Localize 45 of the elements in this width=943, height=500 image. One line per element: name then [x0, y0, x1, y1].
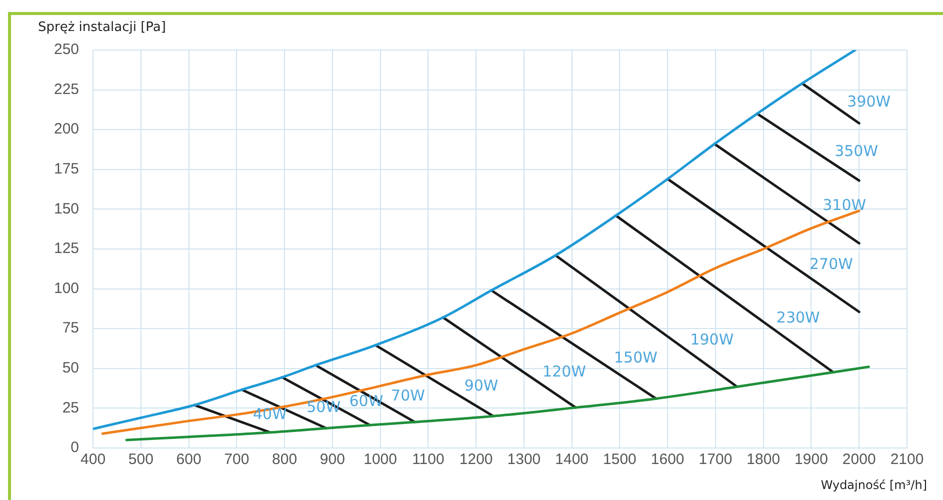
x-tick-label: 1000 — [364, 451, 397, 468]
x-tick-label: 1900 — [794, 451, 828, 468]
series-label: 70W — [391, 386, 426, 405]
x-tick-label: 400 — [80, 451, 106, 468]
x-tick-label: 2100 — [890, 451, 924, 468]
series-label: 40W — [253, 405, 288, 424]
series-label: 350W — [834, 142, 878, 160]
line-series — [125, 366, 870, 442]
y-tick-label: 100 — [54, 280, 80, 297]
y-tick-label: 0 — [70, 439, 80, 456]
series-label: 50W — [306, 398, 341, 416]
series-label: 90W — [464, 376, 498, 395]
series-label: 150W — [614, 348, 658, 367]
y-tick-label: 150 — [54, 200, 80, 218]
x-tick-label: 800 — [272, 451, 298, 468]
y-tick-label: 175 — [54, 160, 80, 178]
x-tick-label: 1600 — [650, 451, 684, 468]
y-tick-label: 225 — [54, 80, 80, 98]
x-tick-label: 1500 — [603, 451, 636, 468]
x-tick-label: 900 — [320, 451, 345, 468]
y-tick-label: 250 — [54, 41, 80, 58]
y-tick-label: 25 — [62, 399, 80, 416]
series-label: 270W — [809, 255, 854, 274]
series-label: 230W — [776, 308, 820, 327]
y-tick-label: 200 — [54, 120, 80, 138]
x-tick-label: 600 — [176, 451, 202, 468]
line-series — [101, 210, 860, 435]
x-tick-label: 1800 — [746, 451, 780, 468]
x-axis-title: Wydajność [m³/h] — [820, 478, 927, 492]
x-tick-label: 1700 — [698, 451, 732, 468]
series-label: 390W — [847, 92, 891, 110]
y-tick-label: 125 — [54, 240, 80, 258]
series-label: 190W — [690, 330, 734, 348]
x-tick-label: 700 — [224, 451, 250, 468]
series-label: 310W — [822, 196, 866, 214]
x-tick-label: 1400 — [555, 451, 589, 468]
x-tick-label: 500 — [128, 451, 154, 468]
x-tick-label: 1300 — [507, 451, 541, 468]
y-tick-label: 75 — [62, 320, 80, 337]
y-tick-label: 50 — [62, 360, 80, 377]
y-axis-title: Spręż instalacji [Pa] — [38, 20, 166, 35]
series-label: 120W — [542, 362, 586, 381]
x-tick-label: 1200 — [459, 451, 493, 468]
x-tick-label: 2000 — [842, 451, 876, 468]
x-tick-label: 1100 — [412, 451, 444, 468]
